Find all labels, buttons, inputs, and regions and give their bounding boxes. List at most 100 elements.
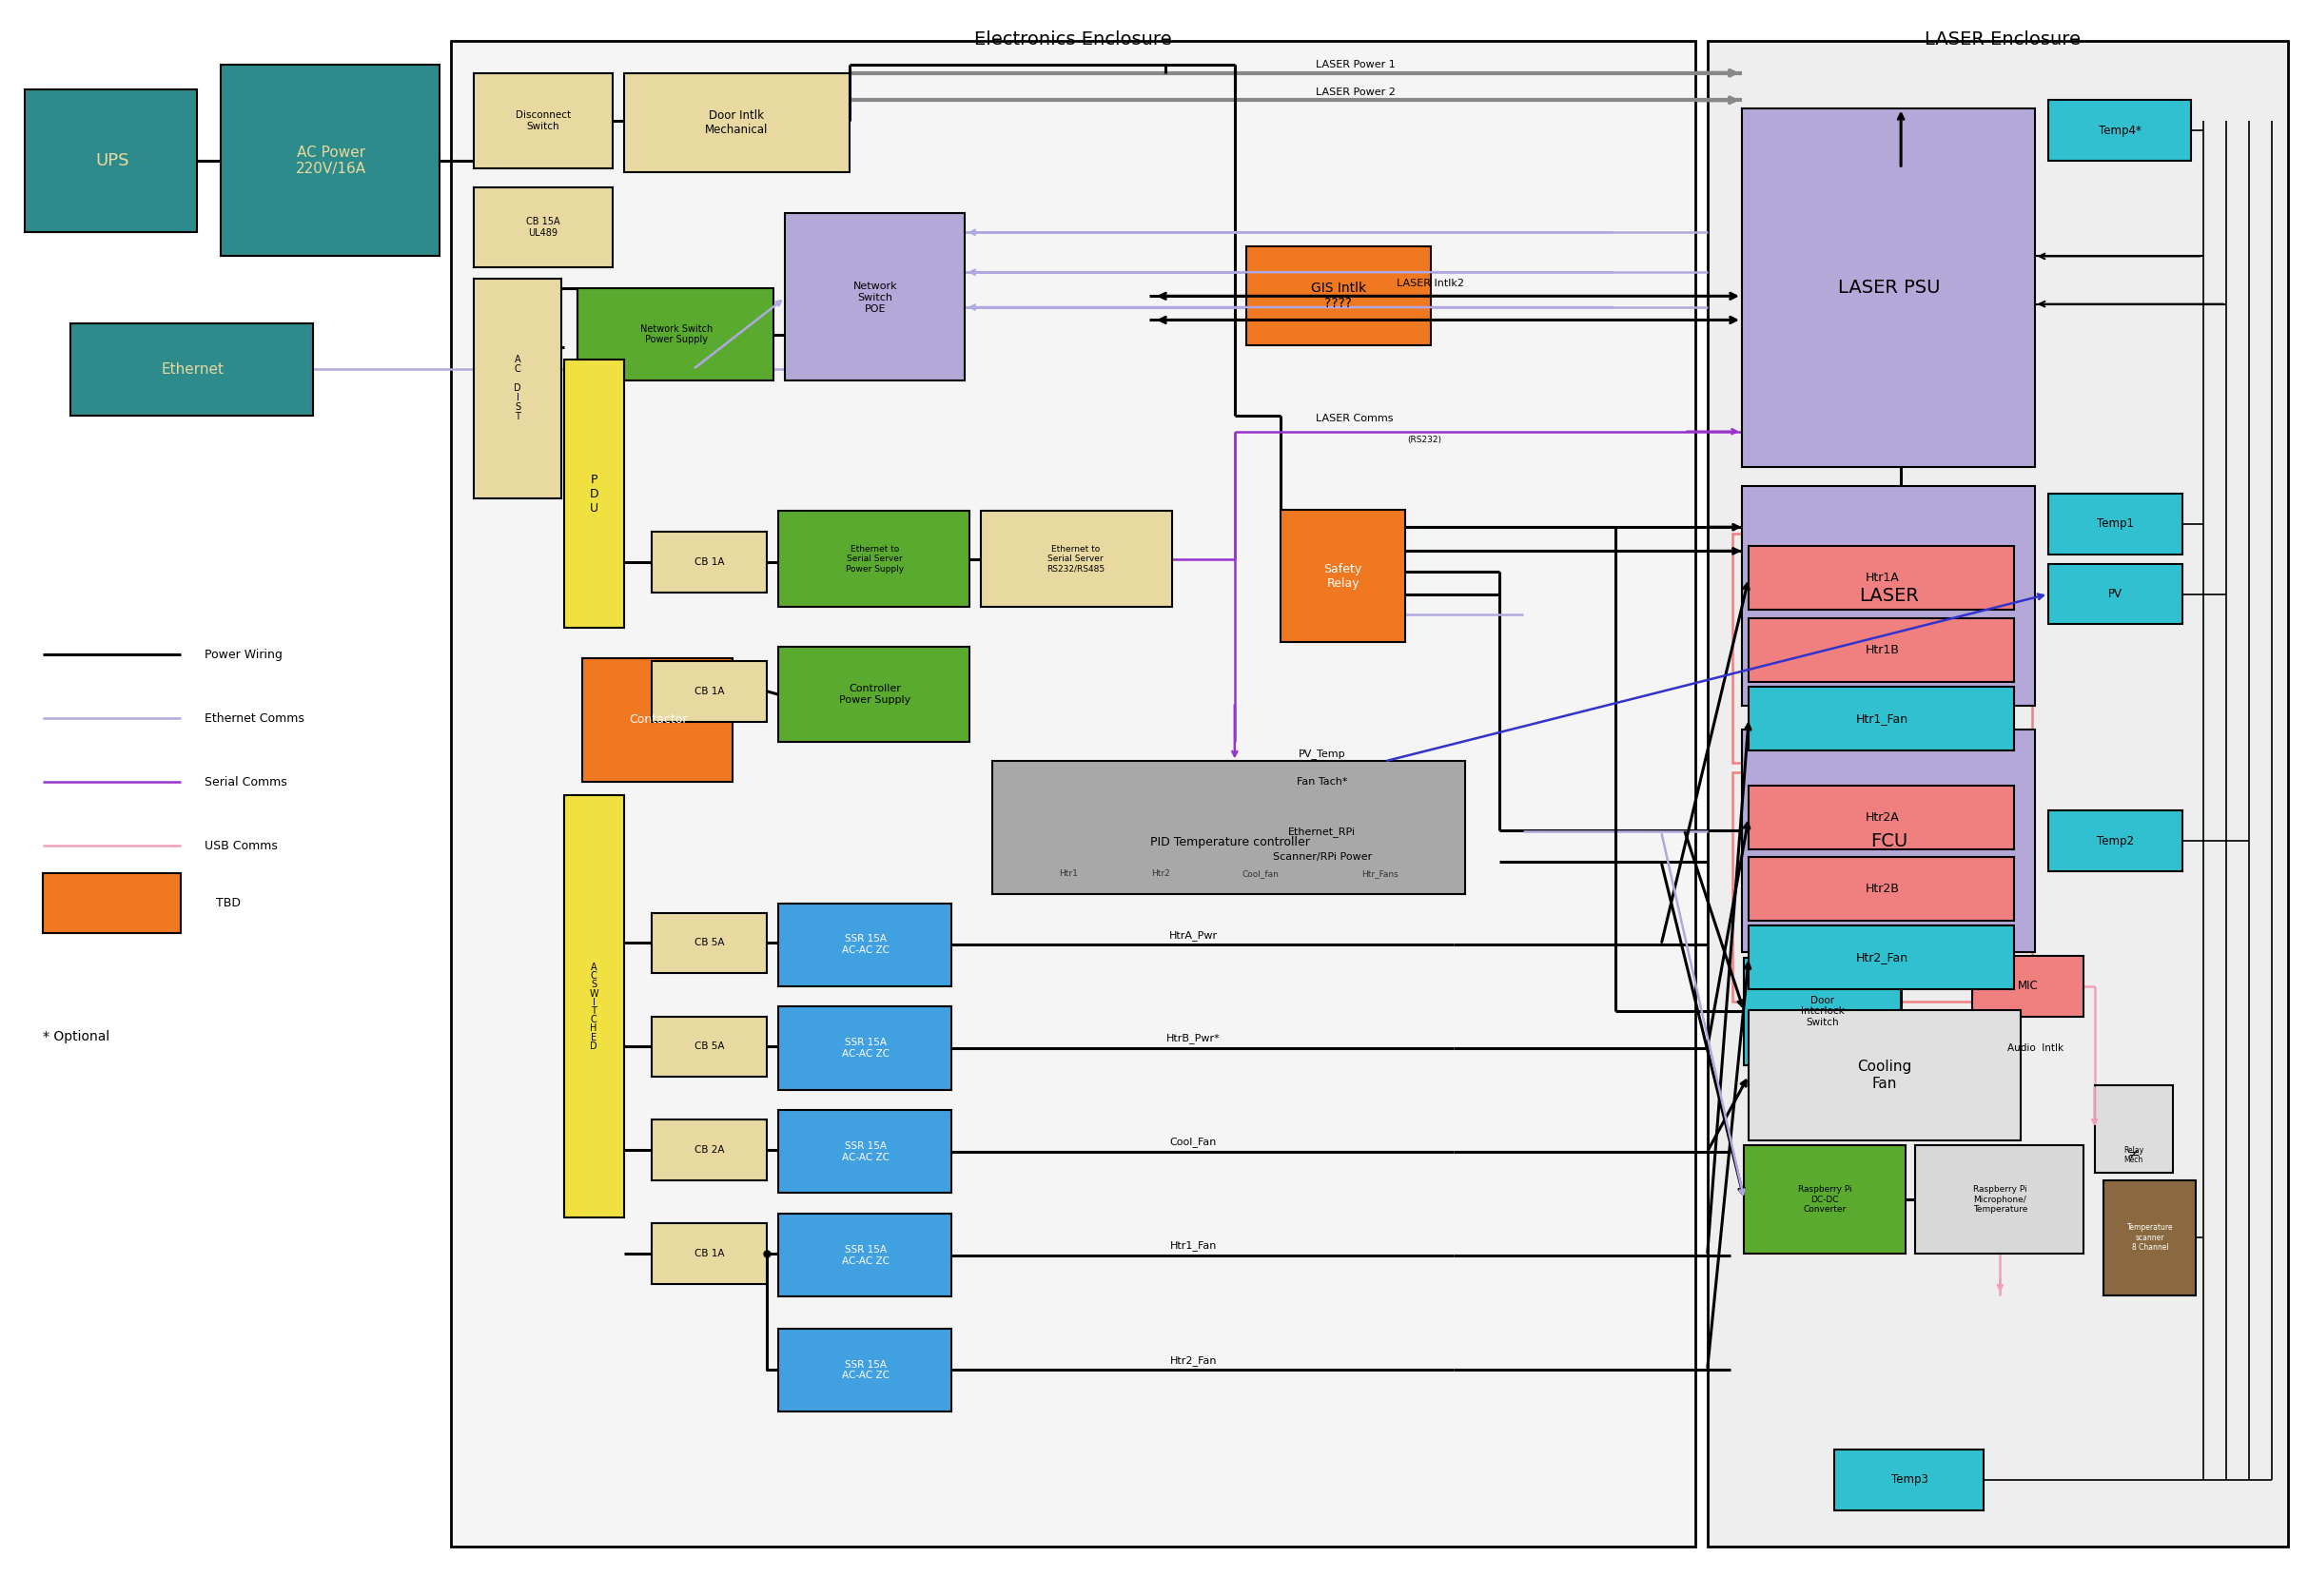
FancyBboxPatch shape bbox=[2050, 563, 2181, 624]
Text: Scanner/RPi Power: Scanner/RPi Power bbox=[1272, 852, 1371, 862]
Text: CB 5A: CB 5A bbox=[695, 1042, 725, 1052]
FancyBboxPatch shape bbox=[563, 359, 623, 627]
Text: Htr1: Htr1 bbox=[1059, 870, 1078, 878]
Text: Cool_Fan: Cool_Fan bbox=[1170, 1136, 1216, 1148]
FancyBboxPatch shape bbox=[582, 658, 732, 782]
FancyBboxPatch shape bbox=[778, 1007, 951, 1090]
Text: PV: PV bbox=[2107, 587, 2123, 600]
FancyBboxPatch shape bbox=[778, 646, 969, 742]
FancyBboxPatch shape bbox=[2105, 1181, 2195, 1294]
FancyBboxPatch shape bbox=[651, 1120, 766, 1181]
Text: Htr1_Fan: Htr1_Fan bbox=[1856, 712, 1909, 725]
Text: AC Power
220V/16A: AC Power 220V/16A bbox=[295, 145, 367, 176]
Text: LASER Power 1: LASER Power 1 bbox=[1316, 61, 1394, 70]
Text: Raspberry Pi
DC-DC
Converter: Raspberry Pi DC-DC Converter bbox=[1798, 1186, 1851, 1213]
FancyBboxPatch shape bbox=[623, 73, 849, 172]
FancyBboxPatch shape bbox=[651, 913, 766, 974]
Text: CB 1A: CB 1A bbox=[695, 686, 725, 696]
Text: Relay
Mech: Relay Mech bbox=[2123, 1146, 2144, 1165]
Text: A
C
S
W
I
T
C
H
E
D: A C S W I T C H E D bbox=[589, 962, 598, 1050]
FancyBboxPatch shape bbox=[473, 73, 612, 169]
FancyBboxPatch shape bbox=[2050, 811, 2181, 871]
FancyBboxPatch shape bbox=[778, 1215, 951, 1296]
FancyBboxPatch shape bbox=[72, 322, 312, 415]
FancyBboxPatch shape bbox=[1246, 247, 1431, 345]
Text: USB Comms: USB Comms bbox=[203, 839, 277, 852]
FancyBboxPatch shape bbox=[2050, 101, 2190, 161]
FancyBboxPatch shape bbox=[25, 89, 196, 233]
Text: Htr_Fans: Htr_Fans bbox=[1362, 870, 1399, 878]
Text: Htr1A: Htr1A bbox=[1865, 571, 1899, 584]
Text: CB 1A: CB 1A bbox=[695, 1250, 725, 1259]
FancyBboxPatch shape bbox=[450, 41, 1696, 1547]
Text: MIC: MIC bbox=[2017, 980, 2038, 993]
Text: Audio  Intlk: Audio Intlk bbox=[2008, 1044, 2063, 1053]
Text: Fan Tach*: Fan Tach* bbox=[1297, 777, 1348, 787]
Text: Cooling
Fan: Cooling Fan bbox=[1858, 1060, 1911, 1090]
Text: ≠: ≠ bbox=[2128, 1148, 2140, 1162]
Text: CB 5A: CB 5A bbox=[695, 938, 725, 948]
Text: Power Wiring: Power Wiring bbox=[203, 648, 282, 661]
FancyBboxPatch shape bbox=[778, 903, 951, 986]
Text: Controller
Power Supply: Controller Power Supply bbox=[840, 685, 912, 705]
Text: Htr2_Fan: Htr2_Fan bbox=[1170, 1355, 1216, 1366]
Text: SSR 15A
AC-AC ZC: SSR 15A AC-AC ZC bbox=[842, 1360, 889, 1381]
FancyBboxPatch shape bbox=[2096, 1085, 2172, 1173]
FancyBboxPatch shape bbox=[1749, 926, 2015, 990]
Text: Temp1: Temp1 bbox=[2096, 517, 2135, 530]
FancyBboxPatch shape bbox=[1749, 1010, 2022, 1141]
Text: Door
Interlock
Switch: Door Interlock Switch bbox=[1800, 996, 1844, 1028]
FancyBboxPatch shape bbox=[651, 661, 766, 721]
Text: Temp3: Temp3 bbox=[1893, 1473, 1929, 1486]
FancyBboxPatch shape bbox=[473, 279, 561, 498]
Text: Ethernet: Ethernet bbox=[162, 362, 224, 377]
Text: Door Intlk
Mechanical: Door Intlk Mechanical bbox=[706, 109, 769, 136]
Text: SSR 15A
AC-AC ZC: SSR 15A AC-AC ZC bbox=[842, 1245, 889, 1266]
Text: Ethernet to
Serial Server
RS232/RS485: Ethernet to Serial Server RS232/RS485 bbox=[1046, 544, 1106, 573]
FancyBboxPatch shape bbox=[1745, 1146, 1906, 1254]
Text: Htr1B: Htr1B bbox=[1865, 643, 1899, 656]
Text: GIS Intlk
????: GIS Intlk ???? bbox=[1311, 282, 1366, 311]
Text: Raspberry Pi
Microphone/
Temperature: Raspberry Pi Microphone/ Temperature bbox=[1973, 1186, 2026, 1213]
FancyBboxPatch shape bbox=[1749, 618, 2015, 681]
Text: HtrB_Pwr*: HtrB_Pwr* bbox=[1166, 1034, 1221, 1044]
Text: SSR 15A
AC-AC ZC: SSR 15A AC-AC ZC bbox=[842, 1141, 889, 1162]
Text: LASER Enclosure: LASER Enclosure bbox=[1925, 30, 2080, 48]
FancyBboxPatch shape bbox=[778, 1328, 951, 1411]
Text: Htr2_Fan: Htr2_Fan bbox=[1856, 951, 1909, 964]
FancyBboxPatch shape bbox=[651, 531, 766, 592]
Text: Temp2: Temp2 bbox=[2096, 835, 2135, 847]
Text: Cool_fan: Cool_fan bbox=[1242, 870, 1279, 878]
FancyBboxPatch shape bbox=[1745, 958, 1902, 1066]
FancyBboxPatch shape bbox=[1749, 857, 2015, 921]
FancyBboxPatch shape bbox=[778, 511, 969, 606]
Text: Network
Switch
POE: Network Switch POE bbox=[854, 282, 898, 313]
Text: CB 1A: CB 1A bbox=[695, 557, 725, 567]
Text: CB 2A: CB 2A bbox=[695, 1146, 725, 1156]
FancyBboxPatch shape bbox=[1749, 686, 2015, 750]
Text: CB 15A
UL489: CB 15A UL489 bbox=[526, 217, 561, 238]
Text: LASER PSU: LASER PSU bbox=[1837, 279, 1941, 297]
Text: SSR 15A
AC-AC ZC: SSR 15A AC-AC ZC bbox=[842, 934, 889, 954]
FancyBboxPatch shape bbox=[1743, 729, 2036, 953]
Text: Htr2A: Htr2A bbox=[1865, 811, 1899, 824]
FancyBboxPatch shape bbox=[1749, 785, 2015, 849]
Text: Temp4*: Temp4* bbox=[2098, 124, 2142, 137]
FancyBboxPatch shape bbox=[981, 511, 1172, 606]
FancyBboxPatch shape bbox=[1281, 509, 1406, 642]
Text: Ethernet Comms: Ethernet Comms bbox=[203, 712, 305, 725]
Text: * Optional: * Optional bbox=[44, 1031, 111, 1044]
Text: Ethernet_RPi: Ethernet_RPi bbox=[1288, 827, 1357, 836]
FancyBboxPatch shape bbox=[992, 761, 1466, 894]
Text: Disconnect
Switch: Disconnect Switch bbox=[515, 110, 570, 131]
Text: Network Switch
Power Supply: Network Switch Power Supply bbox=[642, 324, 713, 345]
Text: Contactor: Contactor bbox=[630, 713, 688, 726]
FancyBboxPatch shape bbox=[1708, 41, 2287, 1547]
FancyBboxPatch shape bbox=[651, 1224, 766, 1283]
Text: LASER: LASER bbox=[1860, 587, 1920, 605]
Text: FCU: FCU bbox=[1872, 832, 1909, 851]
Text: Htr2B: Htr2B bbox=[1865, 883, 1899, 895]
Text: SSR 15A
AC-AC ZC: SSR 15A AC-AC ZC bbox=[842, 1037, 889, 1058]
FancyBboxPatch shape bbox=[563, 795, 623, 1218]
FancyBboxPatch shape bbox=[785, 214, 965, 380]
